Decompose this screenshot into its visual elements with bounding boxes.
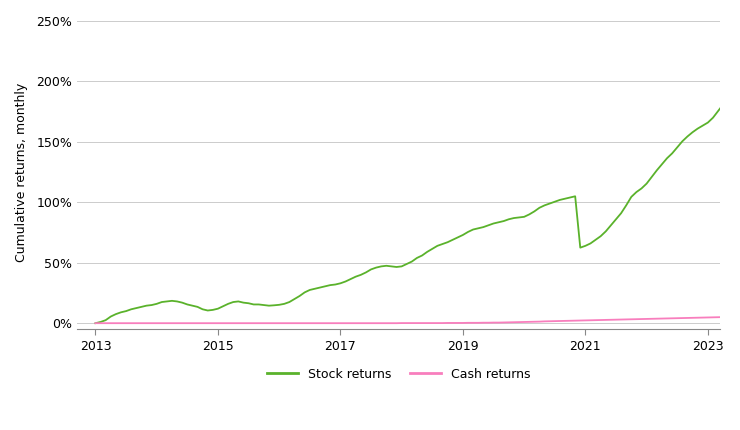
Y-axis label: Cumulative returns, monthly: Cumulative returns, monthly bbox=[15, 83, 28, 262]
Legend: Stock returns, Cash returns: Stock returns, Cash returns bbox=[261, 363, 536, 386]
